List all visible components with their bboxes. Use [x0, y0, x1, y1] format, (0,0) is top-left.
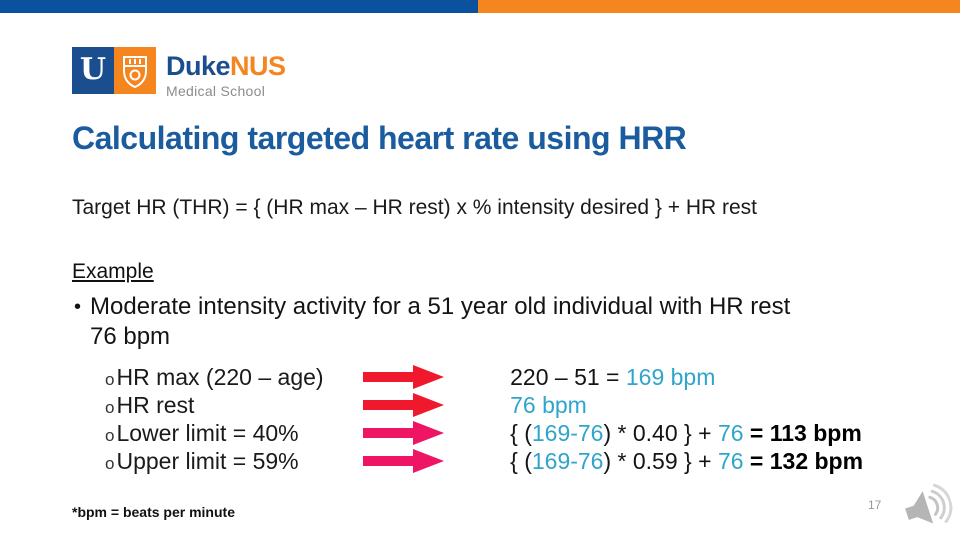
footnote: *bpm = beats per minute — [72, 504, 235, 520]
calculation-grid: o HR max (220 – age) 220 – 51 = 169 bpm … — [105, 363, 895, 475]
calc-left-label: Lower limit = 40% — [116, 419, 299, 446]
calc-left-label: HR rest — [116, 391, 195, 418]
logo-duke-label: Duke — [166, 51, 231, 81]
bullet-icon: • — [74, 296, 82, 318]
calc-result-text: 220 – 51 = 169 bpm — [510, 363, 716, 390]
audio-speaker-icon[interactable] — [893, 475, 959, 540]
top-accent-bar — [0, 0, 960, 13]
circle-bullet-icon: o — [105, 397, 115, 417]
right-arrow-icon — [363, 448, 459, 474]
logo-wordmark: DukeNUS — [166, 53, 286, 80]
duke-u-glyph: U — [79, 51, 107, 87]
top-bar-blue-segment — [0, 0, 478, 13]
right-arrow-icon — [363, 364, 459, 390]
calc-left-label: HR max (220 – age) — [116, 363, 324, 390]
bullet-text-line-2: 76 bpm — [90, 323, 171, 350]
bullet-text-line-1: Moderate intensity activity for a 51 yea… — [90, 293, 791, 320]
slide-title: Calculating targeted heart rate using HR… — [72, 120, 687, 156]
example-heading: Example — [72, 260, 154, 283]
calc-row-hr-rest: o HR rest 76 bpm — [105, 391, 895, 419]
circle-bullet-icon: o — [105, 369, 115, 389]
calc-row-lower-limit: o Lower limit = 40% { (169-76) * 0.40 } … — [105, 419, 895, 447]
right-arrow-icon — [363, 392, 459, 418]
circle-bullet-icon: o — [105, 425, 115, 445]
circle-bullet-icon: o — [105, 453, 115, 473]
example-bullet: • Moderate intensity activity for a 51 y… — [74, 292, 790, 351]
top-bar-orange-segment — [478, 0, 960, 13]
duke-shield-icon: U — [72, 47, 114, 94]
logo-subtitle: Medical School — [166, 83, 266, 99]
logo-nus-label: NUS — [230, 51, 286, 81]
calc-left-label: Upper limit = 59% — [116, 447, 299, 474]
calc-row-upper-limit: o Upper limit = 59% { (169-76) * 0.59 } … — [105, 447, 895, 475]
calc-result-text: 76 bpm — [510, 391, 587, 418]
thr-formula-text: Target HR (THR) = { (HR max – HR rest) x… — [72, 196, 758, 219]
calc-row-hr-max: o HR max (220 – age) 220 – 51 = 169 bpm — [105, 363, 895, 391]
calc-result-text: { (169-76) * 0.40 } + 76 = 113 bpm — [510, 419, 862, 446]
dukenus-logo: U DukeNUS Medical School — [72, 47, 286, 99]
right-arrow-icon — [363, 420, 459, 446]
logo-text: DukeNUS Medical School — [166, 47, 286, 100]
page-number: 17 — [868, 498, 882, 512]
calc-result-text: { (169-76) * 0.59 } + 76 = 132 bpm — [510, 447, 864, 474]
nus-crest-icon — [114, 47, 156, 94]
